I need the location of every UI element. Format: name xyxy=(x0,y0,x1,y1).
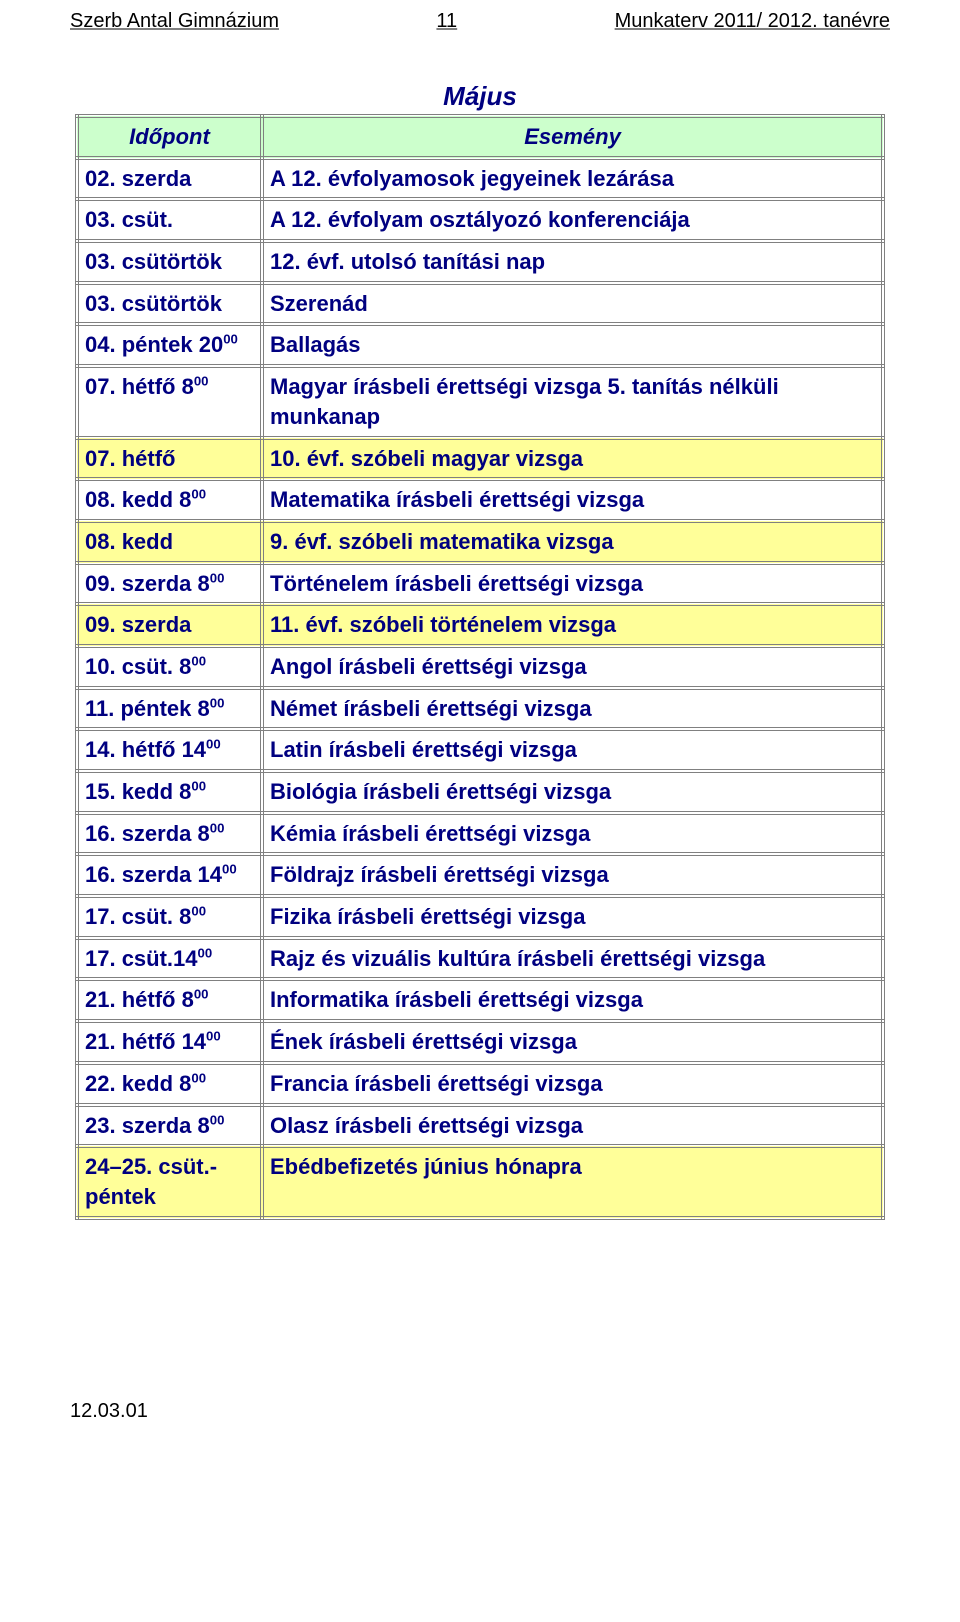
cell-event: 9. évf. szóbeli matematika vizsga xyxy=(262,521,883,563)
table-row: 03. csütörtök12. évf. utolsó tanítási na… xyxy=(77,241,883,283)
cell-date: 02. szerda xyxy=(77,158,262,200)
cell-date: 08. kedd xyxy=(77,521,262,563)
table-row: 08. kedd 800Matematika írásbeli érettség… xyxy=(77,479,883,521)
header-center: 11 xyxy=(436,10,457,33)
table-row: 23. szerda 800Olasz írásbeli érettségi v… xyxy=(77,1105,883,1147)
cell-date: 21. hétfő 800 xyxy=(77,979,262,1021)
cell-date: 16. szerda 800 xyxy=(77,813,262,855)
cell-event: Informatika írásbeli érettségi vizsga xyxy=(262,979,883,1021)
header-left: Szerb Antal Gimnázium xyxy=(70,10,279,33)
cell-event: Biológia írásbeli érettségi vizsga xyxy=(262,771,883,813)
cell-event: Olasz írásbeli érettségi vizsga xyxy=(262,1105,883,1147)
table-row: 02. szerdaA 12. évfolyamosok jegyeinek l… xyxy=(77,158,883,200)
cell-event: Magyar írásbeli érettségi vizsga 5. taní… xyxy=(262,366,883,437)
table-row: 03. csütörtökSzerenád xyxy=(77,283,883,325)
cell-date: 09. szerda xyxy=(77,604,262,646)
table-row: 15. kedd 800Biológia írásbeli érettségi … xyxy=(77,771,883,813)
cell-event: Angol írásbeli érettségi vizsga xyxy=(262,646,883,688)
table-row: 21. hétfő 1400Ének írásbeli érettségi vi… xyxy=(77,1021,883,1063)
table-body: 02. szerdaA 12. évfolyamosok jegyeinek l… xyxy=(77,158,883,1218)
table-header-row: Időpont Esemény xyxy=(77,116,883,158)
head-event: Esemény xyxy=(262,116,883,158)
cell-date: 21. hétfő 1400 xyxy=(77,1021,262,1063)
cell-event: Ebédbefizetés június hónapra xyxy=(262,1146,883,1217)
table-row: 11. péntek 800Német írásbeli érettségi v… xyxy=(77,688,883,730)
cell-date: 04. péntek 2000 xyxy=(77,324,262,366)
cell-event: Rajz és vizuális kultúra írásbeli éretts… xyxy=(262,938,883,980)
cell-date: 15. kedd 800 xyxy=(77,771,262,813)
header-right: Munkaterv 2011/ 2012. tanévre xyxy=(615,10,890,33)
table-row: 14. hétfő 1400Latin írásbeli érettségi v… xyxy=(77,729,883,771)
cell-date: 03. csütörtök xyxy=(77,283,262,325)
table-row: 09. szerda 800Történelem írásbeli éretts… xyxy=(77,563,883,605)
table-row: 21. hétfő 800Informatika írásbeli éretts… xyxy=(77,979,883,1021)
cell-event: Latin írásbeli érettségi vizsga xyxy=(262,729,883,771)
page-header: Szerb Antal Gimnázium 11 Munkaterv 2011/… xyxy=(0,0,960,41)
schedule-table: Időpont Esemény 02. szerdaA 12. évfolyam… xyxy=(75,114,885,1220)
table-row: 07. hétfő10. évf. szóbeli magyar vizsga xyxy=(77,438,883,480)
cell-event: Francia írásbeli érettségi vizsga xyxy=(262,1063,883,1105)
table-row: 16. szerda 1400Földrajz írásbeli érettsé… xyxy=(77,854,883,896)
cell-event: Matematika írásbeli érettségi vizsga xyxy=(262,479,883,521)
cell-date: 08. kedd 800 xyxy=(77,479,262,521)
cell-event: Szerenád xyxy=(262,283,883,325)
table-row: 16. szerda 800Kémia írásbeli érettségi v… xyxy=(77,813,883,855)
cell-event: A 12. évfolyam osztályozó konferenciája xyxy=(262,199,883,241)
head-date: Időpont xyxy=(77,116,262,158)
table-row: 09. szerda11. évf. szóbeli történelem vi… xyxy=(77,604,883,646)
cell-event: Történelem írásbeli érettségi vizsga xyxy=(262,563,883,605)
cell-date: 07. hétfő 800 xyxy=(77,366,262,437)
cell-date: 11. péntek 800 xyxy=(77,688,262,730)
cell-date: 17. csüt. 800 xyxy=(77,896,262,938)
cell-date: 22. kedd 800 xyxy=(77,1063,262,1105)
cell-date: 10. csüt. 800 xyxy=(77,646,262,688)
cell-event: Ének írásbeli érettségi vizsga xyxy=(262,1021,883,1063)
cell-event: 12. évf. utolsó tanítási nap xyxy=(262,241,883,283)
cell-event: Kémia írásbeli érettségi vizsga xyxy=(262,813,883,855)
cell-date: 24–25. csüt.-péntek xyxy=(77,1146,262,1217)
cell-event: 10. évf. szóbeli magyar vizsga xyxy=(262,438,883,480)
table-row: 22. kedd 800Francia írásbeli érettségi v… xyxy=(77,1063,883,1105)
table-row: 07. hétfő 800Magyar írásbeli érettségi v… xyxy=(77,366,883,437)
month-title: Május xyxy=(75,81,885,112)
table-row: 17. csüt. 800Fizika írásbeli érettségi v… xyxy=(77,896,883,938)
cell-date: 17. csüt.1400 xyxy=(77,938,262,980)
cell-event: Fizika írásbeli érettségi vizsga xyxy=(262,896,883,938)
table-row: 08. kedd9. évf. szóbeli matematika vizsg… xyxy=(77,521,883,563)
cell-date: 09. szerda 800 xyxy=(77,563,262,605)
cell-event: A 12. évfolyamosok jegyeinek lezárása xyxy=(262,158,883,200)
cell-event: 11. évf. szóbeli történelem vizsga xyxy=(262,604,883,646)
cell-event: Földrajz írásbeli érettségi vizsga xyxy=(262,854,883,896)
content: Május Időpont Esemény 02. szerdaA 12. év… xyxy=(0,41,960,1240)
cell-date: 16. szerda 1400 xyxy=(77,854,262,896)
cell-date: 07. hétfő xyxy=(77,438,262,480)
table-row: 24–25. csüt.-péntekEbédbefizetés június … xyxy=(77,1146,883,1217)
table-row: 04. péntek 2000Ballagás xyxy=(77,324,883,366)
cell-date: 03. csütörtök xyxy=(77,241,262,283)
table-row: 10. csüt. 800Angol írásbeli érettségi vi… xyxy=(77,646,883,688)
cell-date: 14. hétfő 1400 xyxy=(77,729,262,771)
page-footer: 12.03.01 xyxy=(0,1240,960,1443)
cell-date: 03. csüt. xyxy=(77,199,262,241)
cell-date: 23. szerda 800 xyxy=(77,1105,262,1147)
cell-event: Ballagás xyxy=(262,324,883,366)
table-row: 03. csüt.A 12. évfolyam osztályozó konfe… xyxy=(77,199,883,241)
cell-event: Német írásbeli érettségi vizsga xyxy=(262,688,883,730)
table-row: 17. csüt.1400Rajz és vizuális kultúra ír… xyxy=(77,938,883,980)
